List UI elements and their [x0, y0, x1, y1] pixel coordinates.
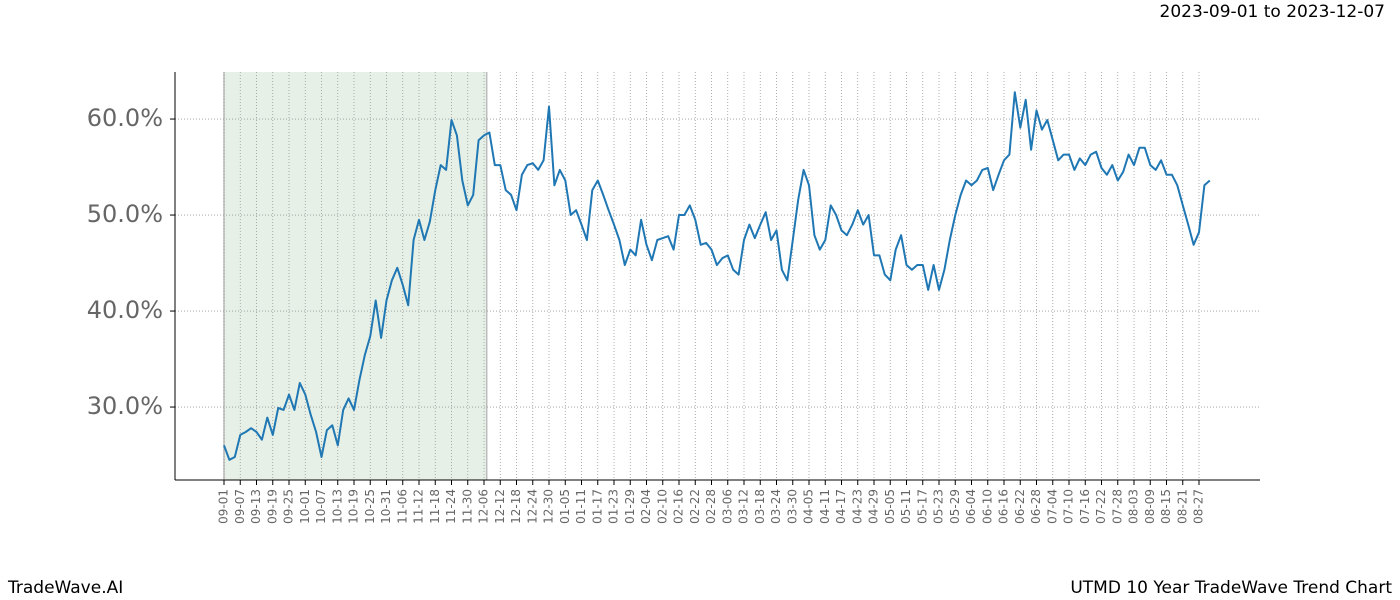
x-tick-label: 01-29 [623, 489, 637, 524]
x-tick-label: 03-06 [720, 489, 734, 524]
brand: TradeWave.AI [7, 578, 123, 598]
x-tick-label: 10-19 [347, 489, 361, 524]
x-tick-label: 09-13 [249, 489, 263, 524]
x-tick-label: 06-22 [1013, 489, 1027, 524]
y-tick-label: 40.0% [87, 296, 163, 324]
x-tick-label: 08-03 [1127, 489, 1141, 524]
x-tick-label: 02-16 [672, 489, 686, 524]
x-tick-label: 04-29 [867, 489, 881, 524]
x-tick-label: 01-23 [607, 489, 621, 524]
trend-line [223, 91, 1211, 461]
x-tick-label: 05-05 [883, 489, 897, 524]
x-tick-label: 09-25 [282, 489, 296, 524]
chart-title: UTMD 10 Year TradeWave Trend Chart [1070, 578, 1392, 598]
x-tick-label: 06-16 [997, 489, 1011, 524]
x-tick-label: 06-04 [964, 489, 978, 524]
x-tick-label: 07-22 [1094, 489, 1108, 524]
x-tick-label: 02-04 [639, 489, 653, 524]
y-tick-label: 60.0% [87, 104, 163, 132]
x-tick-label: 08-09 [1143, 489, 1157, 524]
x-tick-label: 05-11 [899, 489, 913, 524]
x-tick-label: 12-12 [493, 489, 507, 524]
x-tick-label: 11-30 [460, 489, 474, 524]
x-tick-label: 09-01 [217, 489, 231, 524]
x-tick-label: 04-05 [802, 489, 816, 524]
x-tick-label: 11-24 [444, 489, 458, 524]
x-tick-label: 09-19 [265, 489, 279, 524]
x-tick-label: 08-27 [1192, 489, 1206, 524]
x-tick-label: 01-05 [558, 489, 572, 524]
x-tick-label: 09-07 [233, 489, 247, 524]
x-tick-label: 04-11 [818, 489, 832, 524]
x-tick-label: 07-28 [1110, 489, 1124, 524]
x-tick-label: 12-06 [477, 489, 491, 524]
x-tick-label: 11-18 [428, 489, 442, 524]
x-tick-label: 10-25 [363, 489, 377, 524]
x-tick-label: 12-30 [542, 489, 556, 524]
x-tick-label: 11-12 [412, 489, 426, 524]
x-tick-label: 07-16 [1078, 489, 1092, 524]
x-tick-label: 10-01 [298, 489, 312, 524]
date-range: 2023-09-01 to 2023-12-07 [1160, 2, 1385, 22]
x-tick-label: 06-28 [1029, 489, 1043, 524]
y-tick-label: 50.0% [87, 200, 163, 228]
x-tick-label: 05-29 [948, 489, 962, 524]
x-tick-label: 12-24 [525, 489, 539, 524]
highlight-span [224, 72, 487, 480]
x-tick-label: 07-04 [1045, 489, 1059, 524]
x-tick-label: 10-07 [314, 489, 328, 524]
x-tick-label: 02-22 [688, 489, 702, 524]
x-tick-label: 02-28 [704, 489, 718, 524]
x-tick-label: 06-10 [980, 489, 994, 524]
x-tick-label: 05-17 [915, 489, 929, 524]
y-tick-label: 30.0% [87, 392, 163, 420]
x-tick-label: 05-23 [932, 489, 946, 524]
x-tick-label: 11-06 [395, 489, 409, 524]
x-tick-label: 03-18 [753, 489, 767, 524]
x-tick-label: 07-10 [1062, 489, 1076, 524]
x-tick-label: 08-21 [1175, 489, 1189, 524]
x-tick-label: 01-17 [590, 489, 604, 524]
x-tick-label: 10-31 [379, 489, 393, 524]
x-tick-label: 08-15 [1159, 489, 1173, 524]
x-tick-label: 01-11 [574, 489, 588, 524]
x-tick-label: 03-12 [737, 489, 751, 524]
x-tick-label: 12-18 [509, 489, 523, 524]
x-tick-label: 03-24 [769, 489, 783, 524]
x-tick-label: 10-13 [330, 489, 344, 524]
x-tick-label: 02-10 [655, 489, 669, 524]
x-tick-label: 03-30 [785, 489, 799, 524]
x-tick-label: 04-23 [850, 489, 864, 524]
x-tick-label: 04-17 [834, 489, 848, 524]
